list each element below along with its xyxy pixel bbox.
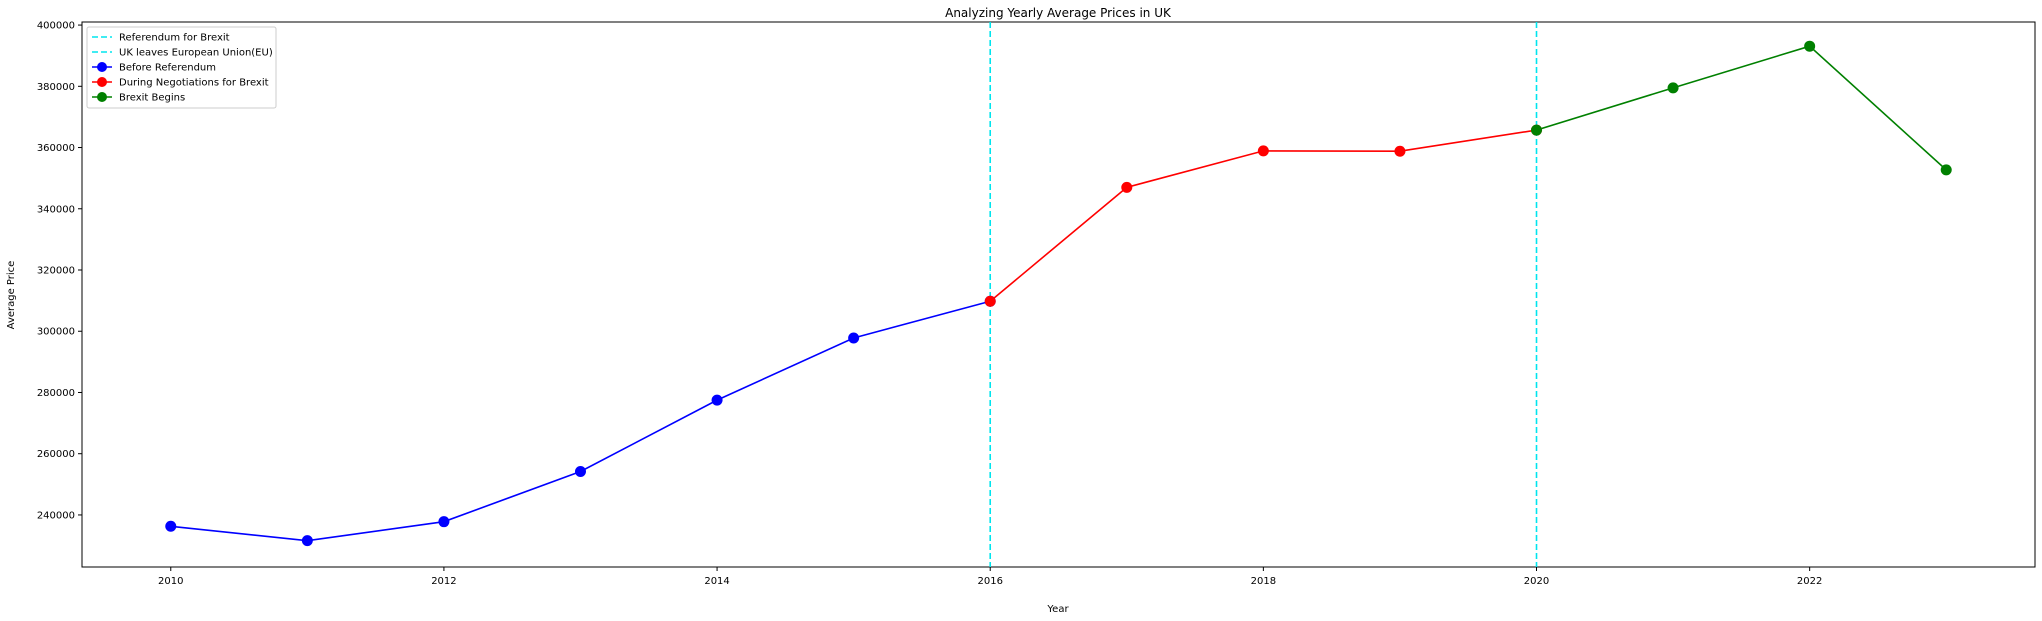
data-point — [1531, 124, 1543, 136]
data-point — [1121, 181, 1133, 193]
data-point — [848, 332, 860, 344]
x-tick-label: 2018 — [1251, 576, 1276, 587]
data-point — [1667, 82, 1679, 94]
series-line-2 — [1536, 45, 1947, 171]
data-point — [711, 394, 723, 406]
y-axis-label: Average Price — [6, 261, 17, 330]
y-tick-label: 240000 — [37, 510, 75, 521]
y-tick-label: 320000 — [37, 266, 75, 277]
x-tick-label: 2016 — [977, 576, 1002, 587]
data-point — [438, 516, 450, 528]
x-tick-label: 2012 — [431, 576, 456, 587]
y-tick-label: 280000 — [37, 388, 75, 399]
legend-marker — [97, 62, 107, 72]
legend-label: Before Referendum — [119, 63, 216, 74]
y-tick-label: 380000 — [37, 82, 75, 93]
data-point — [1940, 164, 1952, 176]
plot-frame — [81, 21, 2036, 568]
x-tick-label: 2010 — [158, 576, 183, 587]
legend-marker — [97, 92, 107, 102]
data-point — [165, 520, 177, 532]
y-tick-label: 400000 — [37, 21, 75, 32]
y-tick-label: 260000 — [37, 449, 75, 460]
legend-label: Referendum for Brexit — [119, 33, 230, 44]
legend-label: Brexit Begins — [119, 93, 185, 104]
legend-label: UK leaves European Union(EU) — [119, 48, 273, 59]
chart-title: Analyzing Yearly Average Prices in UK — [945, 6, 1172, 20]
x-tick-label: 2014 — [704, 576, 729, 587]
data-point — [1394, 145, 1406, 157]
plot-area: 2010 2012 2014 2016 2018 2020 2022 240000 260000… — [37, 21, 2036, 587]
data-point — [1257, 145, 1269, 157]
x-tick-label: 2022 — [1797, 576, 1822, 587]
x-axis-label: Year — [1046, 604, 1069, 615]
series-line-0 — [170, 300, 991, 542]
data-point — [301, 535, 313, 547]
legend-box — [86, 26, 277, 109]
y-tick-label: 300000 — [37, 327, 75, 338]
legend-label: During Negotiations for Brexit — [119, 78, 269, 89]
legend: Referendum for Brexit UK leaves European … — [86, 26, 277, 109]
legend-marker — [97, 77, 107, 87]
y-tick-label: 360000 — [37, 143, 75, 154]
data-point — [984, 295, 996, 307]
x-tick-label: 2020 — [1524, 576, 1549, 587]
y-tick-label: 340000 — [37, 204, 75, 215]
data-point — [1804, 40, 1816, 52]
data-point — [574, 465, 586, 477]
